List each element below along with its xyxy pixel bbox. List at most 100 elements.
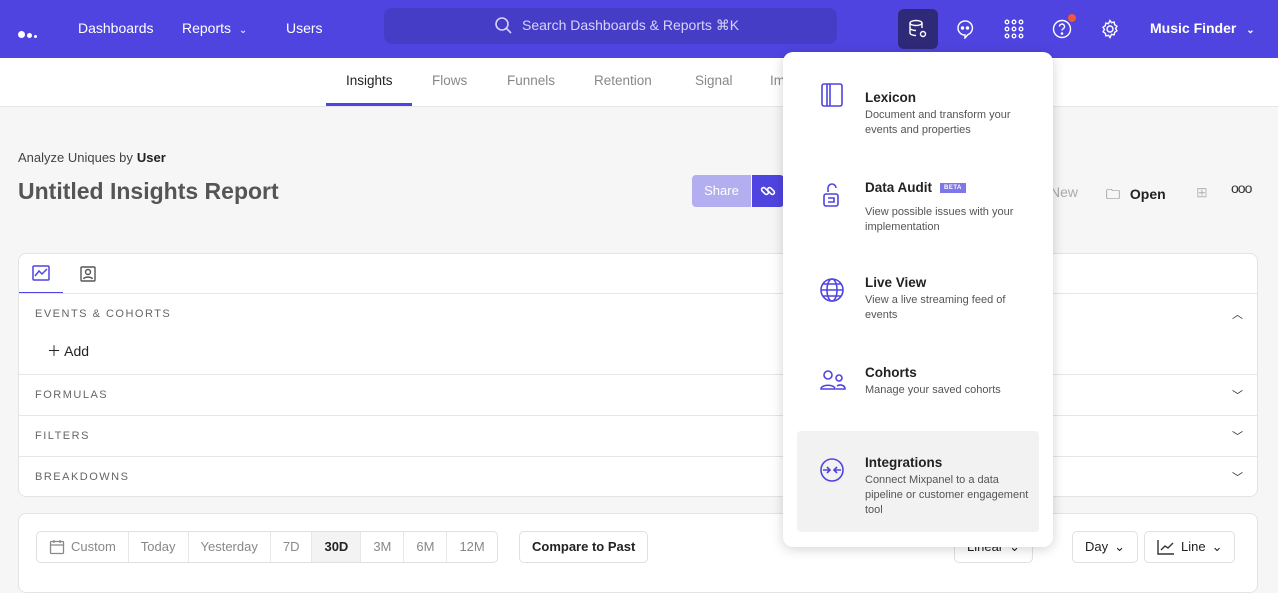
range-today[interactable]: Today [129, 532, 189, 562]
folder-icon: 🗀 [1106, 186, 1120, 202]
more-icon[interactable]: ooo [1231, 180, 1252, 196]
users-icon [820, 370, 846, 390]
range-12m[interactable]: 12M [459, 539, 485, 554]
active-tab-indicator [326, 103, 412, 106]
events-cohorts-section: EVENTS & COHORTS ︿ ＋ Add [19, 293, 1257, 374]
help-button[interactable] [1042, 9, 1082, 49]
share-button[interactable]: Share [692, 175, 751, 207]
tab-events[interactable] [19, 254, 63, 294]
new-button[interactable]: New [1050, 184, 1079, 200]
date-range-selector: Custom Today Yesterday 7D 30D 3M 6M 12M [36, 531, 498, 563]
analyze-value: User [136, 150, 166, 165]
data-management-menu: Lexicon Document and transform your even… [783, 52, 1053, 547]
data-management-button[interactable] [898, 9, 938, 49]
menu-item-desc: Manage your saved cohorts [865, 384, 1001, 396]
book-icon [821, 83, 843, 107]
tab-profiles[interactable] [66, 254, 110, 294]
menu-item-data-audit[interactable]: Data Audit BETA View possible issues with… [797, 172, 1039, 242]
top-nav: Dashboards Reports ⌄ Users Search Dashbo… [0, 0, 1278, 58]
chart-controls: Custom Today Yesterday 7D 30D 3M 6M 12M … [18, 513, 1258, 593]
range-custom[interactable]: Custom [37, 532, 129, 562]
section-label: FILTERS [35, 430, 90, 442]
chat-icon [957, 20, 974, 39]
menu-item-desc: Document and transform your events and p… [865, 109, 1011, 136]
beta-badge: BETA [940, 183, 966, 194]
range-yesterday[interactable]: Yesterday [189, 532, 271, 562]
chart-icon [32, 265, 50, 281]
query-builder: EVENTS & COHORTS ︿ ＋ Add FORMULAS ﹀ FILTE… [18, 253, 1258, 497]
menu-item-cohorts[interactable]: Cohorts Manage your saved cohorts [797, 357, 1039, 417]
calendar-icon [49, 540, 65, 555]
nav-reports-label: Reports [182, 20, 232, 36]
project-name: Music Finder [1150, 20, 1237, 36]
range-6m[interactable]: 6M [404, 532, 448, 562]
menu-item-live-view[interactable]: Live View View a live streaming feed of … [797, 267, 1039, 337]
range-30d[interactable]: 30D [312, 532, 362, 562]
menu-item-title: Lexicon [865, 90, 917, 105]
menu-item-lexicon[interactable]: Lexicon Document and transform your even… [797, 82, 1039, 152]
audit-lock-icon [823, 183, 839, 207]
chevron-up-icon[interactable]: ︿ [1232, 309, 1243, 321]
menu-item-integrations[interactable]: Integrations Connect Mixpanel to a data … [797, 431, 1039, 532]
open-button[interactable]: 🗀 Open [1106, 184, 1166, 208]
menu-item-title: Live View [865, 275, 927, 290]
tab-impact[interactable]: Im [770, 73, 785, 88]
chevron-down-icon: ⌄ [1114, 539, 1126, 554]
open-label: Open [1129, 186, 1166, 202]
breakdowns-section[interactable]: BREAKDOWNS ﹀ [19, 456, 1257, 497]
formulas-section[interactable]: FORMULAS ﹀ [19, 374, 1257, 415]
help-icon [1052, 19, 1072, 39]
grid-icon [1004, 19, 1024, 39]
line-chart-icon [1157, 540, 1174, 555]
section-label: FORMULAS [35, 389, 109, 401]
add-event-button[interactable]: ＋ Add [47, 343, 90, 359]
gear-icon [1102, 19, 1118, 39]
project-selector[interactable]: Music Finder ⌄ [1150, 20, 1255, 36]
section-label: EVENTS & COHORTS [35, 308, 172, 320]
menu-item-title: Integrations [865, 455, 943, 470]
logo[interactable] [18, 25, 39, 43]
range-label: Custom [71, 539, 116, 554]
tab-signal[interactable]: Signal [695, 73, 733, 88]
chevron-down-icon: ⌄ [1246, 25, 1255, 36]
interval-label: Day [1085, 539, 1109, 554]
integrations-icon [820, 458, 844, 482]
add-to-dashboard-icon[interactable]: ⊞ [1196, 184, 1208, 200]
section-label: BREAKDOWNS [35, 471, 130, 483]
report-title[interactable]: Untitled Insights Report [18, 178, 279, 204]
analyze-by[interactable]: Analyze Uniques by User [18, 150, 166, 165]
nav-dashboards[interactable]: Dashboards [78, 20, 154, 36]
profile-icon [80, 266, 96, 282]
filters-section[interactable]: FILTERS ﹀ [19, 415, 1257, 456]
chat-button[interactable] [945, 9, 985, 49]
search-input[interactable]: Search Dashboards & Reports ⌘K [384, 8, 837, 44]
database-gear-icon [909, 19, 927, 38]
chevron-down-icon: ⌄ [1211, 539, 1223, 554]
chart-type-label: Line [1181, 539, 1206, 554]
range-3m[interactable]: 3M [361, 532, 405, 562]
notification-dot [1068, 14, 1076, 22]
data-audit-title: Data Audit [865, 180, 932, 195]
interval-dropdown[interactable]: Day ⌄ [1072, 531, 1139, 563]
tab-funnels[interactable]: Funnels [507, 73, 556, 88]
chart-type-dropdown[interactable]: Line ⌄ [1144, 531, 1236, 563]
nav-reports[interactable]: Reports ⌄ [182, 20, 247, 36]
menu-item-title: Data Audit BETA [865, 180, 966, 195]
search-icon [495, 17, 512, 34]
menu-item-desc: Connect Mixpanel to a data pipeline or c… [865, 474, 1029, 516]
chevron-down-icon: ⌄ [238, 25, 248, 36]
menu-item-title: Cohorts [865, 365, 917, 380]
analyze-label: Analyze Uniques by [18, 150, 133, 165]
settings-button[interactable] [1090, 9, 1130, 49]
compare-to-past-button[interactable]: Compare to Past [519, 531, 649, 563]
tab-flows[interactable]: Flows [432, 73, 468, 88]
tab-retention[interactable]: Retention [594, 73, 652, 88]
menu-item-desc: View possible issues with your implement… [865, 206, 1014, 233]
apps-button[interactable] [994, 9, 1034, 49]
link-icon [760, 186, 776, 196]
copy-link-button[interactable] [752, 175, 784, 207]
chevron-down-icon: ﹀ [1232, 390, 1243, 402]
range-7d[interactable]: 7D [271, 532, 313, 562]
tab-insights[interactable]: Insights [346, 73, 393, 88]
nav-users[interactable]: Users [286, 20, 323, 36]
